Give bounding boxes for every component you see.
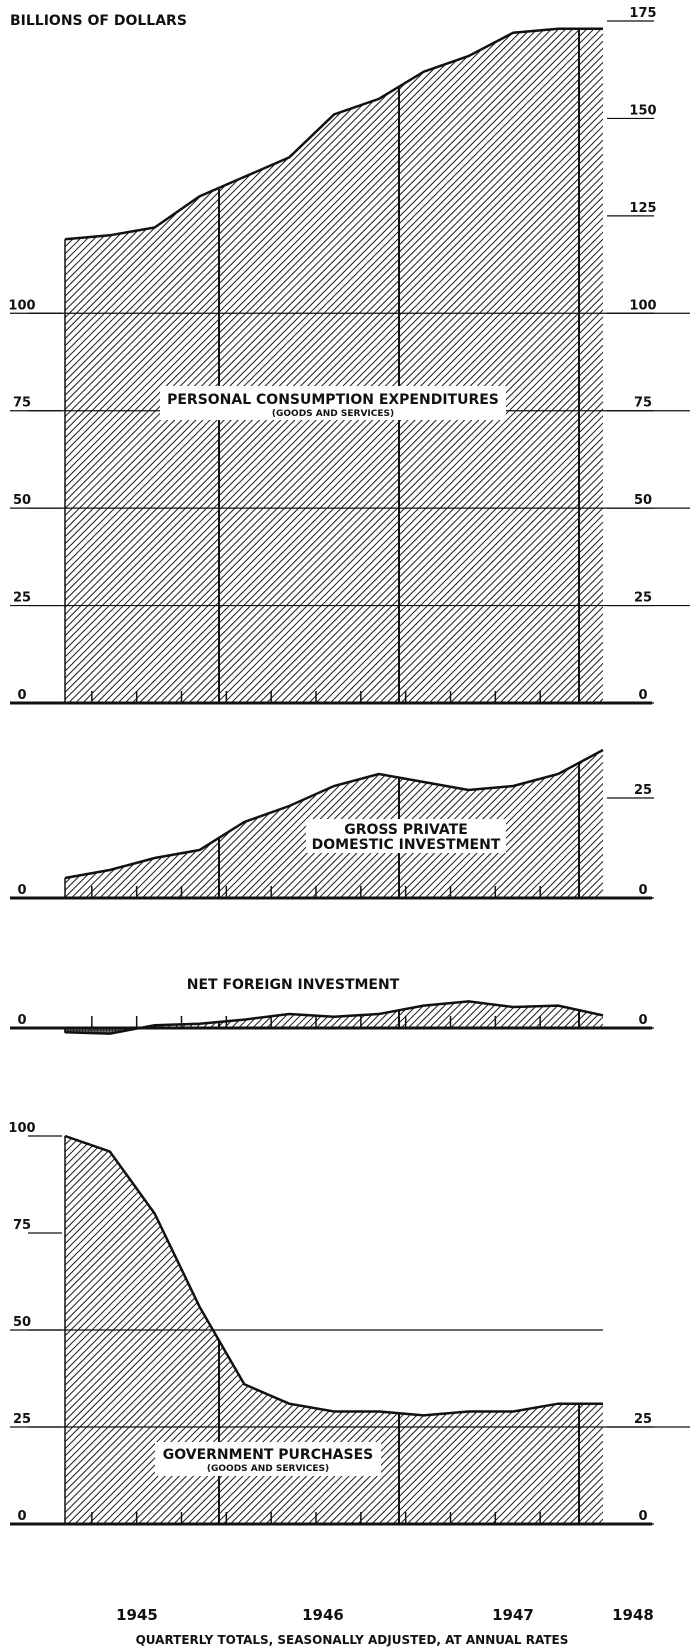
- left-tick-label-pce-25: 25: [13, 591, 31, 606]
- x-axis-label: QUARTERLY TOTALS, SEASONALLY ADJUSTED, A…: [136, 1633, 569, 1647]
- right-tick-label-pce-50: 50: [634, 493, 652, 508]
- right-tick-label-gov-25: 25: [634, 1412, 652, 1427]
- right-tick-label-pce-175: 175: [629, 6, 656, 21]
- right-tick-label-pce-25: 25: [634, 591, 652, 606]
- area-pce: [65, 28, 603, 704]
- right-tick-label-pce-75: 75: [634, 396, 652, 411]
- line-pce: [64, 27, 603, 241]
- right-tick-label-gov-0: 0: [638, 1509, 647, 1524]
- right-tick-label-pce-100: 100: [629, 298, 656, 313]
- series-label-gpdi-line1: GROSS PRIVATE: [344, 822, 468, 838]
- right-tick-label-nfi-0: 0: [638, 1013, 647, 1028]
- left-tick-label-gov-50: 50: [13, 1315, 31, 1330]
- series-label-gov: GOVERNMENT PURCHASES: [163, 1447, 374, 1463]
- line-gov: [64, 1134, 603, 1417]
- left-tick-label-pce-100: 100: [8, 298, 35, 313]
- series-label-gpdi-line2: DOMESTIC INVESTMENT: [312, 837, 501, 853]
- label-bg-pce: [160, 386, 506, 420]
- left-tick-label-gov-0: 0: [17, 1509, 26, 1524]
- series-label-pce: PERSONAL CONSUMPTION EXPENDITURES: [167, 392, 499, 408]
- year-label-1948: 1948: [612, 1606, 654, 1624]
- year-label-1946: 1946: [302, 1606, 344, 1624]
- left-tick-label-gpdi-0: 0: [17, 883, 26, 898]
- right-tick-label-pce-150: 150: [629, 103, 656, 118]
- y-axis-label: BILLIONS OF DOLLARS: [10, 13, 187, 29]
- left-tick-label-pce-50: 50: [13, 493, 31, 508]
- label-bg-gov: [155, 1442, 381, 1476]
- line-nfi: [64, 1000, 604, 1035]
- right-tick-label-gpdi-25: 25: [634, 783, 652, 798]
- left-tick-label-pce-75: 75: [13, 396, 31, 411]
- label-bg-gpdi: [306, 819, 506, 853]
- panel-nfi: 0 0 NET FOREIGN INVESTMENT: [10, 977, 654, 1035]
- year-label-1947: 1947: [492, 1606, 534, 1624]
- series-sublabel-pce: (GOODS AND SERVICES): [272, 409, 394, 419]
- right-tick-label-pce-0: 0: [638, 688, 647, 703]
- year-label-1945: 1945: [116, 1606, 158, 1624]
- left-tick-label-pce-0: 0: [17, 688, 26, 703]
- series-sublabel-gov: (GOODS AND SERVICES): [207, 1464, 329, 1474]
- left-tick-label-gov-25: 25: [13, 1412, 31, 1427]
- right-tick-label-pce-125: 125: [629, 201, 656, 216]
- series-label-nfi: NET FOREIGN INVESTMENT: [187, 977, 400, 993]
- panel-gov: 0 25 50 75 100 0 25 GOVERNMENT PURCHASES(GOODS …: [8, 1121, 690, 1526]
- left-tick-label-gov-75: 75: [13, 1218, 31, 1233]
- right-tick-label-gpdi-0: 0: [638, 883, 647, 898]
- panels: 0 25 50 75 100 0 25 50 75 100 125 150 175 PERSONAL CO…: [8, 6, 690, 1526]
- line-gpdi: [64, 748, 604, 880]
- left-tick-label-nfi-0: 0: [17, 1013, 26, 1028]
- panel-pce: 0 25 50 75 100 0 25 50 75 100 125 150 175 PERSONAL CO…: [8, 6, 690, 705]
- left-tick-label-gov-100: 100: [8, 1121, 35, 1136]
